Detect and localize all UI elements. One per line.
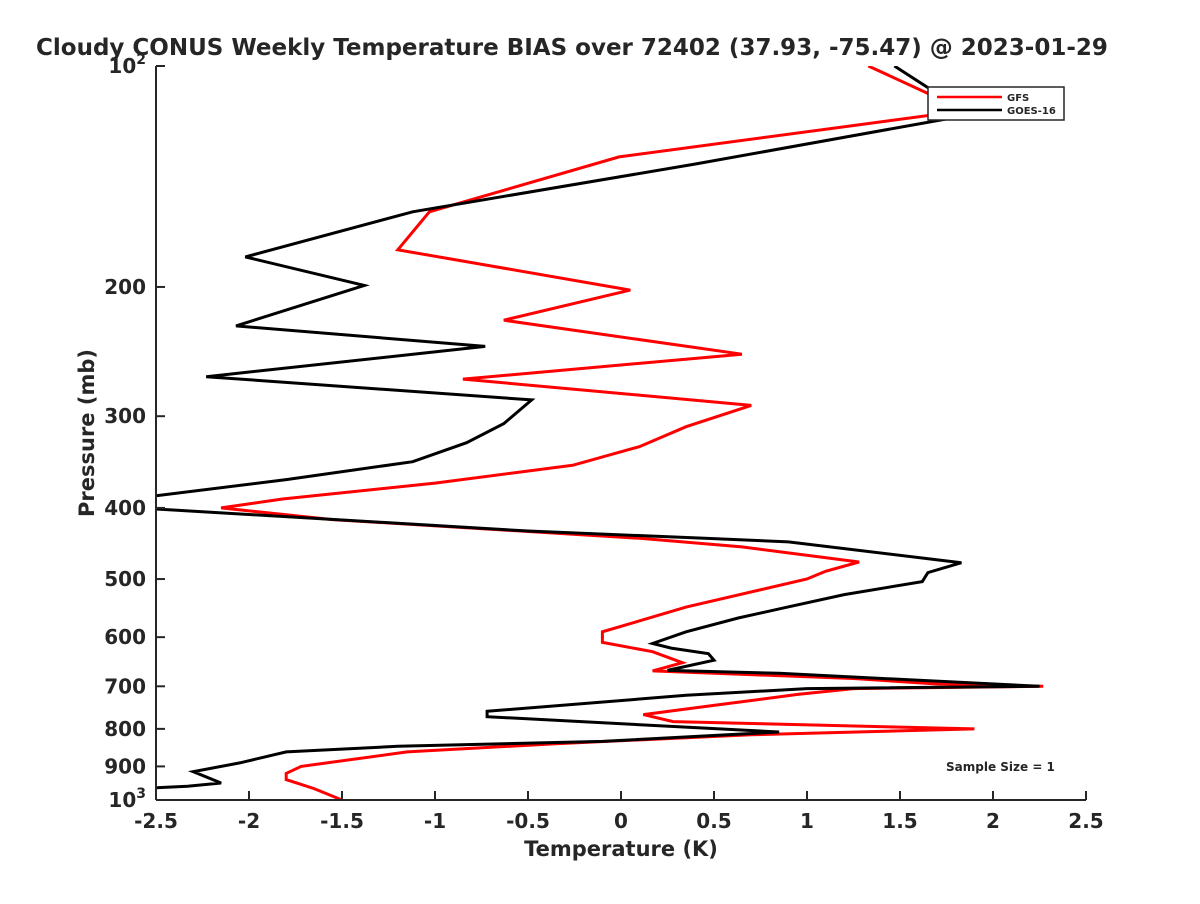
x-tick-label: 2.5 — [1068, 809, 1103, 833]
x-tick-label: 1 — [800, 809, 814, 833]
y-tick-label: 800 — [104, 717, 146, 741]
x-tick-label: 2 — [986, 809, 1000, 833]
chart-title: Cloudy CONUS Weekly Temperature BIAS ove… — [36, 35, 1108, 61]
x-tick-label: 0 — [614, 809, 628, 833]
y-ticks: 102 200 300 400 500 600 700 800 900 103 — [104, 52, 165, 812]
x-tick-label: 1.5 — [882, 809, 917, 833]
y-tick-label: 200 — [104, 275, 146, 299]
x-tick-label: -0.5 — [506, 809, 550, 833]
y-tick-label: 900 — [104, 754, 146, 778]
y-tick-label: 102 — [108, 52, 146, 78]
series-line-gfs — [220, 66, 1044, 800]
x-ticks: -2.5 -2 -1.5 -1 -0.5 0 0.5 1 1.5 2 2.5 — [134, 791, 1104, 833]
x-tick-label: 0.5 — [696, 809, 731, 833]
legend-box — [927, 86, 1065, 121]
y-tick-label: 400 — [104, 496, 146, 520]
sample-size-annotation: Sample Size = 1 — [946, 760, 1055, 774]
x-tick-label: -1 — [424, 809, 446, 833]
legend-label-gfs: GFS — [1007, 93, 1029, 104]
series-line-goes16 — [156, 66, 1040, 790]
y-tick-label: 300 — [104, 404, 146, 428]
legend[interactable]: GFS GOES-16 — [927, 86, 1065, 121]
x-axis-label: Temperature (K) — [524, 837, 718, 861]
x-tick-label: -1.5 — [320, 809, 364, 833]
y-axis-label: Pressure (mb) — [75, 349, 99, 517]
x-tick-label: -2 — [238, 809, 260, 833]
y-tick-label: 103 — [108, 786, 146, 812]
legend-label-goes16: GOES-16 — [1007, 106, 1056, 117]
series-layer — [156, 66, 1044, 800]
y-tick-label: 700 — [104, 674, 146, 698]
y-tick-label: 500 — [104, 567, 146, 591]
y-tick-label: 600 — [104, 625, 146, 649]
x-tick-label: -2.5 — [134, 809, 178, 833]
